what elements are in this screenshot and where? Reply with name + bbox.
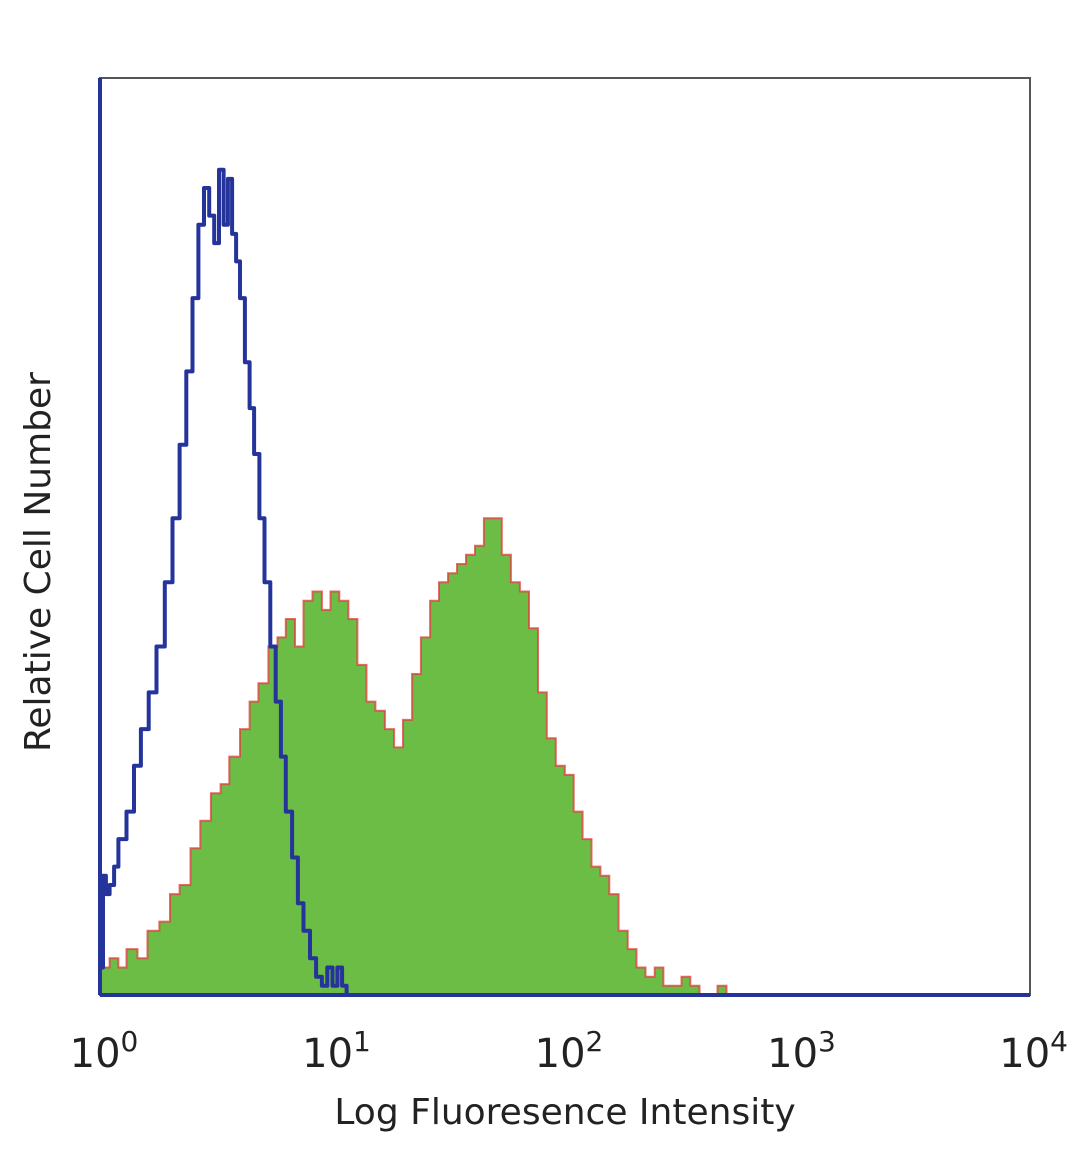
- x-tick-label: 100: [70, 1025, 139, 1077]
- x-tick-exponent: 2: [586, 1025, 604, 1058]
- x-tick-labels: 100 101 102 103 104: [70, 1025, 1068, 1077]
- series-0-area: [100, 518, 733, 995]
- x-tick-base: 10: [302, 1031, 353, 1077]
- series-layer: [100, 167, 733, 997]
- x-tick-base: 10: [767, 1031, 818, 1077]
- x-tick-base: 10: [70, 1031, 121, 1077]
- x-tick-exponent: 0: [121, 1025, 139, 1058]
- x-tick-exponent: 3: [818, 1025, 836, 1058]
- y-axis-label: Relative Cell Number: [18, 372, 59, 752]
- x-tick-label: 101: [302, 1025, 371, 1077]
- x-tick-exponent: 1: [353, 1025, 371, 1058]
- series-0-edge: [100, 517, 733, 996]
- x-tick-base: 10: [535, 1031, 586, 1077]
- series-1-line: [100, 167, 353, 997]
- x-tick-exponent: 4: [1050, 1025, 1068, 1058]
- x-tick-label: 103: [767, 1025, 836, 1077]
- x-tick-label: 104: [999, 1025, 1068, 1077]
- plot-area: [100, 167, 733, 997]
- x-axis-label: Log Fluoresence Intensity: [334, 1092, 795, 1133]
- x-tick-base: 10: [999, 1031, 1050, 1077]
- x-tick-label: 102: [535, 1025, 604, 1077]
